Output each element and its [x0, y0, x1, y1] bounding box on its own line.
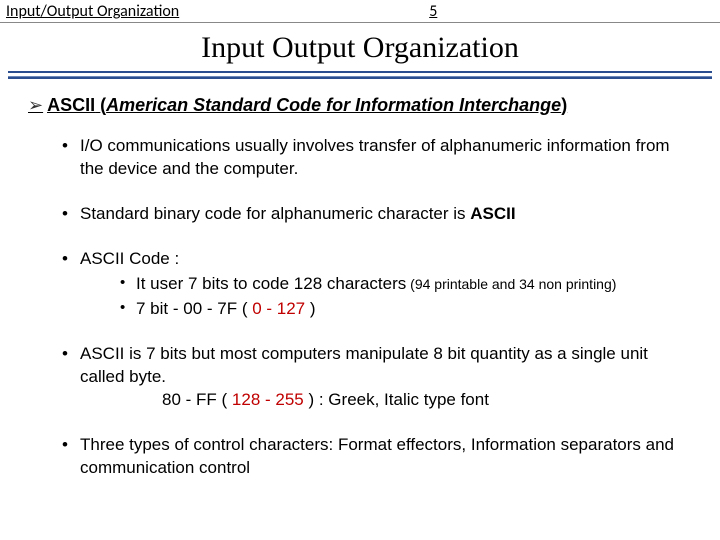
- bullet-text: ASCII Code :: [80, 249, 179, 268]
- bullet-text: Three types of control characters: Forma…: [80, 435, 674, 477]
- content-area: ➢ ASCII (American Standard Code for Info…: [0, 79, 720, 512]
- sub-text: 7 bit - 00 - 7F (: [136, 299, 252, 318]
- list-item: Standard binary code for alphanumeric ch…: [62, 203, 692, 226]
- ascii-bold: ASCII: [470, 204, 515, 223]
- list-item: ASCII is 7 bits but most computers manip…: [62, 343, 692, 412]
- title-area: Input Output Organization: [0, 23, 720, 69]
- bullet-text: ASCII is 7 bits but most computers manip…: [80, 344, 648, 386]
- arrow-icon: ➢: [28, 93, 43, 117]
- range-suffix: ) : Greek, Italic type font: [304, 390, 489, 409]
- sub-text: ): [305, 299, 315, 318]
- sub-small: (94 printable and 34 non printing): [406, 276, 616, 292]
- header-page-number: 5: [429, 2, 437, 21]
- list-item: 7 bit - 00 - 7F ( 0 - 127 ): [120, 298, 692, 321]
- list-item: ASCII Code : It user 7 bits to code 128 …: [62, 248, 692, 321]
- sub-text: It user 7 bits to code 128 characters: [136, 274, 406, 293]
- ascii-label: ASCII: [47, 95, 95, 115]
- list-item: I/O communications usually involves tran…: [62, 135, 692, 181]
- bullet-text: I/O communications usually involves tran…: [80, 136, 670, 178]
- sub-list: It user 7 bits to code 128 characters (9…: [80, 273, 692, 321]
- range-red: 128 - 255: [232, 390, 304, 409]
- section-heading: ➢ ASCII (American Standard Code for Info…: [28, 93, 692, 117]
- title-rule: [8, 71, 712, 79]
- list-item: It user 7 bits to code 128 characters (9…: [120, 273, 692, 296]
- slide-title: Input Output Organization: [0, 31, 720, 65]
- bullet-list: I/O communications usually involves tran…: [28, 135, 692, 479]
- range-red: 0 - 127: [252, 299, 305, 318]
- hex-range: 80 - FF (: [162, 390, 232, 409]
- header-topic: Input/Output Organization: [6, 2, 179, 21]
- list-item: Three types of control characters: Forma…: [62, 434, 692, 480]
- ascii-expansion: American Standard Code for Information I…: [106, 95, 561, 115]
- slide-header: Input/Output Organization 5: [0, 0, 720, 23]
- bullet-text: Standard binary code for alphanumeric ch…: [80, 204, 470, 223]
